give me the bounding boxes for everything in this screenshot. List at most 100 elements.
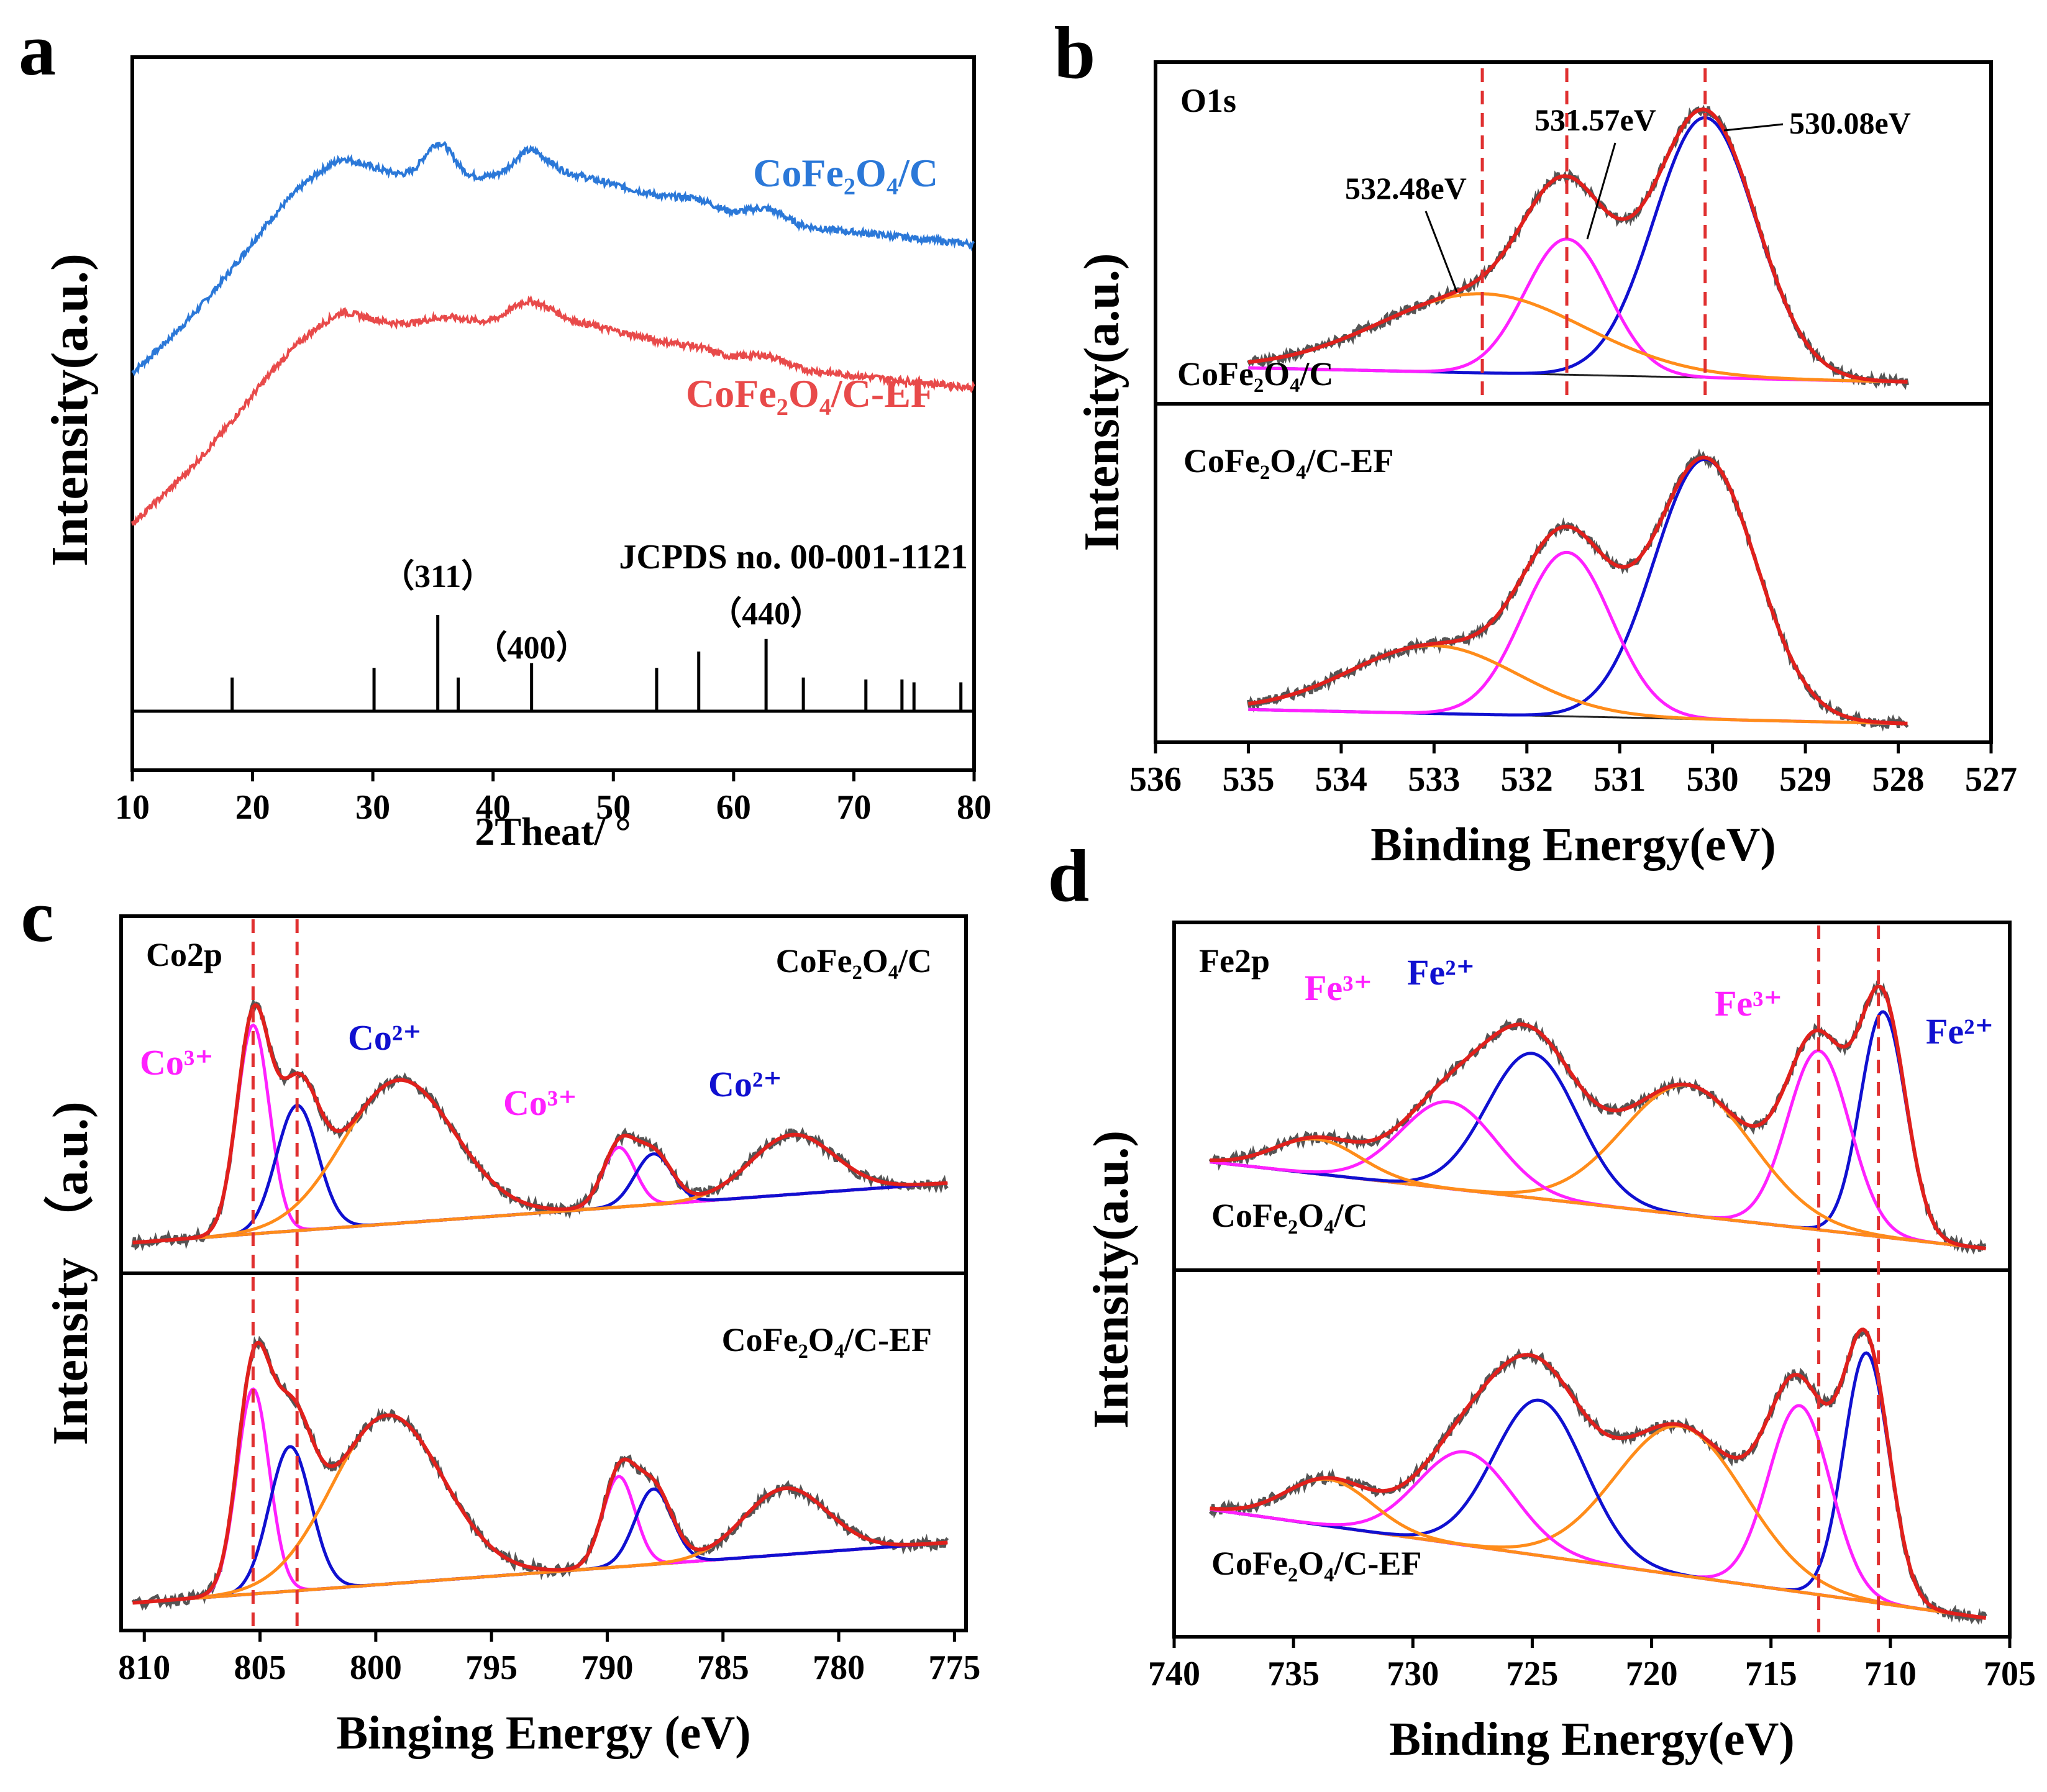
x-tick-label: 529 [1779, 760, 1831, 799]
annotation-label: 530.08eV [1789, 106, 1911, 140]
subplot-label: CoFe₂O₄/C [1177, 355, 1333, 393]
envelope-fit-line [1210, 1327, 1987, 1620]
series-line-cofe2o4-c-ef [131, 295, 975, 526]
raw-data-line [131, 997, 949, 1252]
annotation-arrow [1425, 211, 1458, 293]
element-label: Co2p [146, 936, 222, 973]
x-tick-label: 740 [1148, 1655, 1200, 1693]
panel-letter-a: a [19, 8, 56, 91]
x-tick-label: 795 [465, 1649, 517, 1687]
x-tick-label: 735 [1267, 1655, 1320, 1693]
annotation-label: 531.57eV [1534, 102, 1656, 137]
fit-component-line [1248, 237, 1908, 384]
x-tick-label: 535 [1222, 760, 1274, 799]
subplot-label: CoFe₂O₄/C-EF [1211, 1545, 1421, 1582]
plot-frame-d [1172, 921, 2012, 1639]
ion-label: Fe³⁺ [1715, 983, 1782, 1024]
fit-component-line [132, 1104, 948, 1245]
annotation-arrow [1586, 142, 1616, 240]
x-tick-label: 536 [1129, 760, 1182, 799]
x-tick-label: 20 [235, 788, 270, 827]
x-tick-label: 705 [1984, 1655, 2036, 1693]
hkl-label: （311） [382, 558, 493, 594]
envelope-fit-line [1210, 984, 1986, 1250]
fit-component-line [1210, 1137, 1986, 1250]
ion-label: Co²⁺ [708, 1064, 782, 1104]
panel-letter-d: d [1048, 834, 1090, 917]
annotation-arrow [1723, 123, 1784, 132]
x-tick-label: 40 [476, 788, 511, 827]
x-tick-label: 60 [716, 788, 751, 827]
envelope-fit-line [132, 1003, 948, 1245]
subplot-label: CoFe₂O₄/C-EF [722, 1321, 932, 1358]
x-axis-label-a: 2Theat/ ° [475, 809, 631, 853]
panel-letter-c: c [21, 875, 53, 957]
envelope-fit-line [132, 1340, 948, 1605]
ion-label: Co³⁺ [140, 1042, 214, 1083]
x-tick-label: 30 [355, 788, 390, 827]
envelope-fit-line [1248, 107, 1908, 384]
fit-component-line [132, 1445, 948, 1604]
x-tick-label: 785 [697, 1649, 749, 1687]
envelope-fit-line [1247, 455, 1908, 725]
x-tick-label: 725 [1506, 1655, 1558, 1693]
x-axis-label-c: Binging Energy (eV) [336, 1707, 750, 1759]
element-label: O1s [1180, 82, 1236, 119]
x-tick-label: 810 [118, 1649, 170, 1687]
y-axis-label-b: Intensity(a.u.) [1075, 253, 1129, 551]
ion-label: Fe²⁺ [1926, 1011, 1994, 1052]
x-tick-label: 710 [1864, 1655, 1917, 1693]
x-axis-label-d: Binding Energy(eV) [1389, 1713, 1794, 1765]
subplot-label: CoFe₂O₄/C [1211, 1197, 1367, 1234]
x-tick-label: 775 [928, 1649, 980, 1687]
hkl-label: （400） [475, 630, 588, 666]
x-tick-label: 10 [115, 788, 150, 827]
y-axis-label-a: Intensity(a.u.) [41, 253, 99, 566]
series-line-cofe2o4-c [131, 140, 975, 376]
panel-a: a 10 20 30 40 50 60 70 80 2Theat/ ° Intensity(a.u.… [19, 8, 992, 853]
panel-letter-b: b [1054, 11, 1096, 94]
x-tick-label: 790 [581, 1649, 633, 1687]
fit-component-line [1248, 550, 1908, 725]
y-axis-label-c: Intensity （a.u.) [43, 1101, 98, 1445]
raw-data-line [131, 1335, 949, 1611]
x-tick-label: 715 [1745, 1655, 1797, 1693]
x-tick-label: 50 [596, 788, 631, 827]
ion-label: Co³⁺ [503, 1083, 577, 1123]
x-tick-label: 805 [234, 1649, 286, 1687]
x-tick-label: 80 [957, 788, 992, 827]
fit-component-line [1210, 1404, 1986, 1620]
subplot-label: CoFe₂O₄/C-EF [1183, 442, 1393, 480]
plot-frame-a [130, 55, 976, 772]
ion-label: Fe³⁺ [1305, 968, 1372, 1008]
panel-b: b 536 535 534 533 532 531 530 529 528 527 Binding E… [1054, 11, 2017, 871]
panel-d: d 740 735 730 725 720 715 710 705 Binding Energy(… [1048, 834, 2036, 1765]
hkl-label: （440） [709, 596, 823, 632]
x-tick-label: 534 [1315, 760, 1367, 799]
ion-label: Co²⁺ [348, 1017, 422, 1058]
legend-label-cofe2o4-c: CoFe₂O₄/C [753, 151, 938, 195]
x-tick-label: 720 [1626, 1655, 1678, 1693]
annotation-label: 532.48eV [1345, 171, 1467, 206]
fit-component-line [1210, 1477, 1986, 1620]
ion-label: Fe²⁺ [1407, 952, 1475, 993]
x-tick-label: 531 [1593, 760, 1646, 799]
x-tick-label: 730 [1387, 1655, 1439, 1693]
element-label: Fe2p [1199, 942, 1270, 980]
x-tick-label: 780 [813, 1649, 865, 1687]
panel-c: c 810 805 800 795 790 785 780 775 Binging Energy … [21, 875, 980, 1759]
fit-component-line [1248, 457, 1908, 725]
x-tick-label: 533 [1408, 760, 1460, 799]
x-tick-label: 527 [1965, 760, 2017, 799]
fit-component-line [132, 1487, 948, 1604]
legend-label-cofe2o4-c-ef: CoFe₂O₄/C-EF [686, 371, 935, 416]
x-tick-label: 532 [1501, 760, 1553, 799]
subplot-label: CoFe₂O₄/C [776, 942, 932, 980]
x-axis-label-b: Binding Energy(eV) [1370, 819, 1776, 871]
x-tick-label: 530 [1687, 760, 1739, 799]
x-tick-label: 528 [1872, 760, 1925, 799]
reference-label: JCPDS no. 00-001-1121 [619, 538, 968, 576]
x-tick-label: 800 [350, 1649, 402, 1687]
x-tick-label: 70 [836, 788, 871, 827]
